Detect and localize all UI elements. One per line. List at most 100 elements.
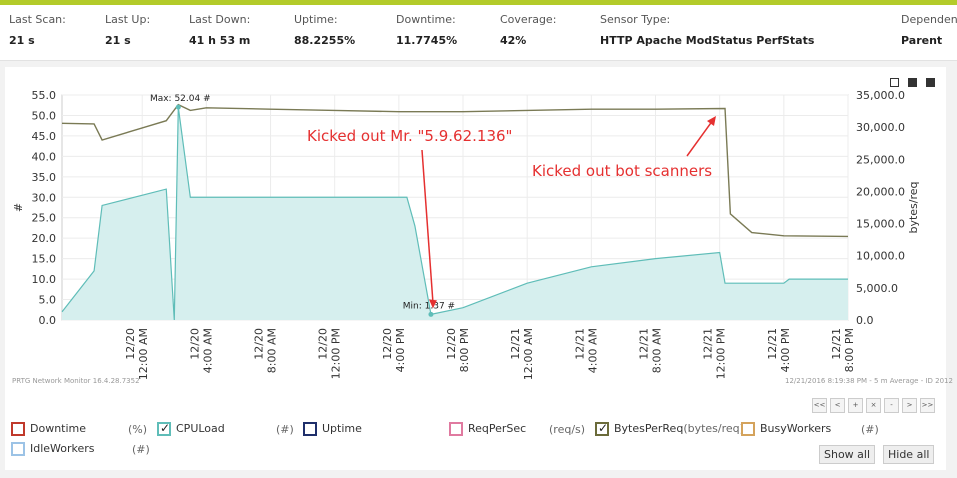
x-tick-time-label: 8:00 PM: [843, 328, 856, 372]
legend-busyworkers[interactable]: BusyWorkers: [741, 422, 831, 436]
legend-bytesperreq[interactable]: ✓ BytesPerReq(bytes/req): [595, 421, 744, 436]
bytesperreq-line: [61, 103, 849, 238]
x-tick-date-label: 12/21: [509, 328, 522, 360]
hide-all-button[interactable]: Hide all: [883, 445, 935, 464]
top-accent-bar: [0, 0, 957, 5]
legend-downtime[interactable]: Downtime: [11, 422, 86, 436]
annotation-arrow: [686, 119, 714, 157]
x-tick-date-label: 12/20: [381, 328, 394, 360]
x-tick-date-label: 12/21: [702, 328, 715, 360]
x-tick-time-label: 12:00 AM: [137, 328, 150, 380]
sensor-stats-bar: Last Scan: 21 s Last Up: 21 s Last Down: 41…: [0, 5, 957, 61]
stat-sensor-type: Sensor Type: HTTP Apache ModStatus PerfSt…: [600, 13, 814, 47]
nav-last-button[interactable]: >>: [920, 398, 935, 413]
stat-value: 11.7745%: [396, 34, 458, 47]
x-tick-time-label: 8:00 PM: [458, 328, 471, 372]
legend-unit: (#): [132, 443, 150, 456]
legend-checkbox[interactable]: [741, 422, 755, 436]
min-label: Min: 1.37 #: [403, 301, 455, 311]
stat-value: 42%: [500, 34, 527, 47]
nav-next-button[interactable]: >: [902, 398, 917, 413]
legend-cpuload[interactable]: ✓ CPULoad: [157, 421, 225, 436]
annotation-kicked-out-ip: Kicked out Mr. "5.9.62.136": [307, 127, 512, 145]
prtg-version-text: PRTG Network Monitor 16.4.28.7352: [12, 377, 140, 385]
stat-value: HTTP Apache ModStatus PerfStats: [600, 34, 815, 47]
stat-value: 88.2255%: [294, 34, 356, 47]
legend-unit: (bytes/req): [683, 422, 744, 435]
save-csv-icon[interactable]: [926, 78, 936, 87]
legend-label: CPULoad: [176, 422, 225, 435]
y-left-tick-label: 55.0: [32, 89, 57, 102]
y-right-tick-label: 5,000.0: [856, 282, 898, 295]
legend-label: Downtime: [30, 422, 87, 435]
stat-dependency: Dependenc Parent: [901, 13, 957, 47]
graph-info-text: 12/21/2016 8:19:38 PM - 5 m Average - ID…: [785, 377, 953, 385]
stat-last-up: Last Up: 21 s: [105, 13, 150, 47]
stat-uptime: Uptime: 88.2255%: [294, 13, 355, 47]
checkmark-icon: ✓: [160, 421, 171, 435]
annotation-kicked-out-bots: Kicked out bot scanners: [532, 162, 712, 180]
y-right-tick-label: 30,000.0: [856, 121, 905, 134]
nav-prev-button[interactable]: <: [830, 398, 845, 413]
stat-label: Dependenc: [901, 13, 957, 26]
x-tick-date-label: 12/20: [188, 328, 201, 360]
legend-checkbox[interactable]: ✓: [595, 421, 609, 436]
y-left-tick-label: 50.0: [32, 109, 57, 122]
stat-label: Last Down:: [189, 13, 251, 26]
legend-checkbox[interactable]: ✓: [157, 421, 171, 436]
y-right-tick-label: 10,000.0: [856, 250, 905, 263]
legend-checkbox[interactable]: [303, 422, 317, 436]
x-tick-time-label: 4:00 AM: [201, 328, 214, 373]
x-tick-date-label: 12/20: [445, 328, 458, 360]
save-icon[interactable]: [908, 78, 918, 87]
sensor-graph: 55.0 50.0 45.0 40.0 35.0 30.0 25.0 20.0 15.0 10.0…: [12, 89, 920, 380]
zoom-out-button[interactable]: -: [884, 398, 899, 413]
legend-checkbox[interactable]: [449, 422, 463, 436]
y-left-tick-label: 45.0: [32, 130, 57, 143]
nav-first-button[interactable]: <<: [812, 398, 827, 413]
y-right-tick-label: 0.0: [856, 314, 874, 327]
y-right-axis-label: bytes/req: [907, 181, 920, 233]
legend-uptime[interactable]: Uptime: [303, 422, 362, 436]
x-tick-time-label: 12:00 PM: [330, 328, 343, 379]
expand-icon[interactable]: [890, 78, 899, 87]
stat-value: 21 s: [105, 34, 131, 47]
legend-idleworkers[interactable]: IdleWorkers: [11, 442, 95, 456]
legend-label: BusyWorkers: [760, 422, 832, 435]
legend-unit: (%): [128, 423, 148, 436]
x-tick-date-label: 12/20: [124, 328, 137, 360]
y-right-tick-label: 25,000.0: [856, 153, 905, 166]
stat-last-down: Last Down: 41 h 53 m: [189, 13, 250, 47]
show-all-button[interactable]: Show all: [819, 445, 876, 464]
stat-downtime: Downtime: 11.7745%: [396, 13, 457, 47]
y-left-tick-label: 0.0: [39, 314, 57, 327]
annotation-arrow: [421, 149, 434, 303]
cpuload-area: [62, 107, 848, 320]
stat-label: Uptime:: [294, 13, 338, 26]
graph-navigation: << < + × - > >>: [812, 392, 938, 413]
x-tick-date-label: 12/21: [638, 328, 651, 360]
reset-zoom-button[interactable]: ×: [866, 398, 881, 413]
legend-unit: (#): [861, 423, 879, 436]
x-tick-time-label: 4:00 AM: [586, 328, 599, 373]
zoom-in-button[interactable]: +: [848, 398, 863, 413]
max-marker: [175, 104, 181, 110]
arrow-head-icon: [707, 116, 716, 126]
x-tick-time-label: 4:00 PM: [779, 328, 792, 372]
x-tick-time-label: 12:00 PM: [715, 328, 728, 379]
stat-coverage: Coverage: 42%: [500, 13, 556, 47]
max-label: Max: 52.04 #: [150, 94, 211, 104]
graph-toolbar: [886, 72, 936, 91]
arrow-head-icon: [428, 299, 437, 309]
y-left-tick-label: 40.0: [32, 150, 57, 163]
y-left-tick-label: 5.0: [39, 294, 57, 307]
legend-label: ReqPerSec: [468, 422, 527, 435]
legend-checkbox[interactable]: [11, 422, 25, 436]
min-marker: [428, 311, 434, 317]
legend-checkbox[interactable]: [11, 442, 25, 456]
legend-reqpersec[interactable]: ReqPerSec: [449, 422, 526, 436]
legend-label: IdleWorkers: [30, 442, 95, 455]
stat-label: Downtime:: [396, 13, 456, 26]
x-tick-time-label: 12:00 AM: [522, 328, 535, 380]
legend-unit: (#): [276, 423, 294, 436]
